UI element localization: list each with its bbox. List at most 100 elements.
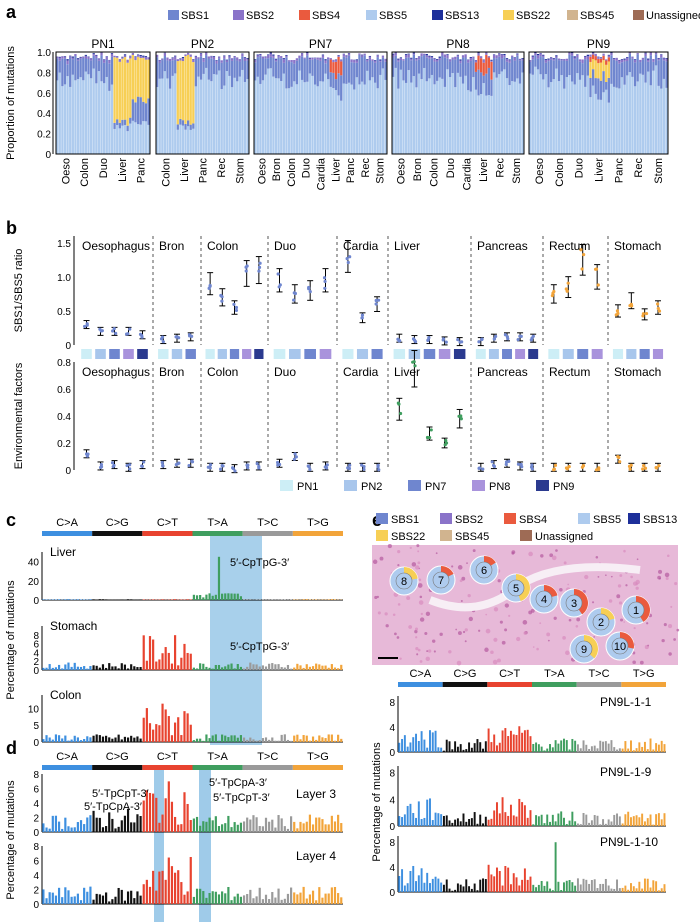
bar-segment-sbs2 [71, 57, 74, 60]
data-point-b-bottom [567, 465, 571, 469]
bar-segment-sbs5 [306, 81, 309, 154]
e-spectrum-bar [660, 740, 663, 752]
e-spectrum-bar [417, 875, 420, 892]
bar-segment-sbs1 [358, 54, 361, 85]
bar-segment-sbs1 [168, 61, 172, 89]
data-point-b-top [161, 340, 165, 344]
e-ytick-0-0: 0 [389, 748, 395, 759]
tissue-texture [424, 631, 428, 636]
bar-segment-sbs1 [649, 55, 652, 86]
bar-segment-sbs2 [534, 53, 537, 56]
data-point-b-bottom [231, 466, 235, 471]
d-spectrum-bar [57, 887, 61, 904]
d-spectrum-bar [123, 815, 127, 832]
bar-segment-sbs1 [108, 63, 111, 91]
e-spectrum-bar [582, 813, 585, 826]
d-spectrum-bar [136, 891, 139, 904]
e-spectrum-bar [401, 738, 404, 752]
e-legend-swatch-sbs13 [628, 513, 640, 524]
e-spectrum-bar [406, 746, 409, 752]
bar-segment-sbs22 [176, 61, 179, 125]
bar-segment-sbs5 [529, 73, 532, 154]
c-ytick-2-0: 0 [33, 738, 39, 749]
c-spectrum-bar [236, 737, 239, 742]
bar-segment-sbs2 [482, 60, 485, 63]
data-point-b-bottom [306, 464, 310, 468]
data-point-b-top [128, 327, 132, 331]
d-spectrum-bar [327, 824, 330, 832]
data-point-b-bottom [324, 466, 329, 470]
legend-swatch-pn7 [408, 480, 421, 491]
bar-segment-sbs13 [360, 54, 364, 56]
d-spectrum-bar [324, 893, 327, 904]
bar-segment-sbs1 [225, 62, 229, 72]
pie-center-3 [565, 594, 583, 612]
sample-swatch-pn8 [438, 349, 451, 359]
bar-segment-sbs1 [321, 57, 325, 82]
c-spectrum-bar [158, 659, 161, 670]
d-spectrum-bar [286, 893, 290, 904]
bar-segment-sbs5 [618, 88, 621, 154]
bar-segment-sbs5 [256, 76, 259, 154]
e-spectrum-bar [456, 746, 459, 752]
bar-segment-sbs13 [379, 59, 382, 61]
d-spectrum-bar [142, 800, 145, 832]
c-spectrum-bar [246, 599, 249, 600]
c-spectrum-bar [290, 740, 293, 742]
tissue-texture [639, 660, 644, 665]
c-ytick-1-3: 6 [33, 640, 39, 651]
bar-segment-sbs1 [308, 59, 312, 74]
c-spectrum-bar [214, 664, 217, 670]
c-spectrum-bar [76, 737, 79, 742]
c-spectrum-bar [173, 635, 177, 670]
d-spectrum-bar [195, 888, 199, 904]
bar-segment-sbs5 [404, 82, 408, 154]
e-spectrum-bar [593, 815, 596, 826]
c-spectrum-bar [249, 737, 252, 742]
tissue-label-b-bottom-0: Oesophagus [82, 365, 150, 379]
e-spectrum-bar [635, 815, 638, 826]
d-spectrum-bar [202, 891, 205, 904]
bar-segment-sbs2 [306, 53, 309, 56]
e-spectrum-bar [415, 881, 417, 892]
c-spectrum-bar [139, 738, 142, 742]
d-spectrum-bar [239, 896, 243, 904]
bar-segment-sbs1 [123, 119, 127, 125]
bar-segment-sbs13 [225, 59, 229, 61]
bar-segment-sbs1 [581, 63, 584, 76]
data-point-b-bottom [177, 461, 181, 465]
tissue-texture [661, 638, 665, 643]
bar-segment-sbs1 [565, 60, 569, 78]
sample-swatch-pn2 [356, 349, 369, 359]
c-spectrum-bar [136, 667, 139, 670]
d-spectrum-bar [101, 827, 105, 832]
bar-segment-sbs5 [652, 70, 655, 154]
c-category-bar-0 [42, 531, 93, 536]
c-spectrum-bar [217, 664, 221, 670]
data-point-b-bottom [208, 463, 213, 467]
bar-segment-sbs1 [350, 62, 353, 85]
d-spectrum-bar [48, 892, 51, 904]
data-point-b-top [348, 255, 352, 259]
bar-segment-sbs1 [316, 59, 319, 87]
d-spectrum-bar [111, 899, 114, 904]
bar-segment-sbs5 [61, 86, 64, 154]
tissue-label-b-top-5: Liver [394, 239, 420, 253]
bar-segment-sbs2 [474, 60, 478, 63]
bar-segment-sbs5 [428, 78, 431, 154]
bar-segment-sbs5 [210, 81, 213, 154]
tissue-texture [415, 647, 419, 651]
bar-segment-sbs1 [230, 60, 234, 88]
c-category-bar-1 [92, 531, 143, 536]
d-spectrum-bar [76, 893, 79, 904]
ytick-b-bottom-4: 0.8 [57, 358, 71, 369]
data-point-b-bottom [597, 466, 601, 470]
c-spectrum-bar [230, 663, 233, 670]
bar-segment-sbs13 [392, 53, 395, 55]
sample-swatch-pn7 [423, 349, 436, 359]
bar-segment-sbs5 [350, 84, 353, 154]
bar-segment-sbs2 [142, 56, 145, 58]
bar-segment-sbs13 [644, 52, 647, 54]
bar-segment-sbs2 [584, 56, 587, 60]
bar-segment-sbs5 [340, 100, 343, 154]
